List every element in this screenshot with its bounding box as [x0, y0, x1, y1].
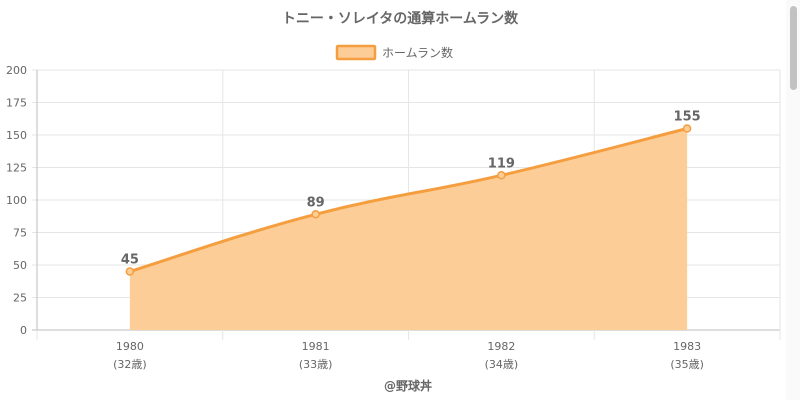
- data-labels: 45 89 119 155: [121, 110, 701, 268]
- data-label: 119: [488, 156, 515, 171]
- data-label: 89: [307, 195, 325, 210]
- y-tick-label: 0: [20, 324, 27, 337]
- y-tick-label: 125: [6, 162, 27, 175]
- scrollbar[interactable]: [786, 0, 800, 400]
- data-point: [125, 267, 135, 276]
- y-tick-label: 150: [6, 129, 27, 142]
- y-tick-label: 200: [6, 64, 27, 77]
- data-label: 155: [674, 110, 701, 125]
- data-point: [682, 124, 692, 133]
- series-home-runs: [125, 124, 692, 330]
- y-tick-label: 50: [13, 259, 27, 272]
- area-fill: [129, 128, 688, 330]
- x-tick-label: 1983: [673, 340, 701, 353]
- x-axis: 1980 (32歳) 1981 (33歳) 1982 (34歳) 1983 (35歳): [113, 340, 704, 371]
- x-tick-sublabel: (35歳): [670, 358, 704, 371]
- y-axis: 0 25 50 75 100 125 150 175 200: [6, 64, 38, 337]
- x-tick-sublabel: (32歳): [113, 358, 147, 371]
- x-tick-sublabel: (34歳): [485, 358, 519, 371]
- x-tick-sublabel: (33歳): [299, 358, 333, 371]
- scrollbar-thumb[interactable]: [790, 6, 797, 90]
- y-tick-label: 100: [6, 194, 27, 207]
- credit: @野球丼: [384, 378, 432, 393]
- data-point: [311, 210, 320, 219]
- x-tick-label: 1981: [302, 340, 330, 353]
- x-tick-label: 1982: [487, 340, 515, 353]
- x-tick-label: 1980: [116, 340, 144, 353]
- series-line: [129, 127, 688, 273]
- legend-label: ホームラン数: [382, 45, 453, 60]
- legend-swatch: [335, 44, 377, 61]
- chart-title: トニー・ソレイタの通算ホームラン数: [282, 10, 519, 27]
- y-tick-label: 25: [13, 292, 27, 305]
- y-tick-label: 175: [6, 97, 27, 110]
- data-point: [497, 171, 506, 180]
- y-tick-label: 75: [13, 227, 27, 240]
- data-label: 45: [121, 253, 139, 268]
- legend[interactable]: ホームラン数: [335, 44, 453, 61]
